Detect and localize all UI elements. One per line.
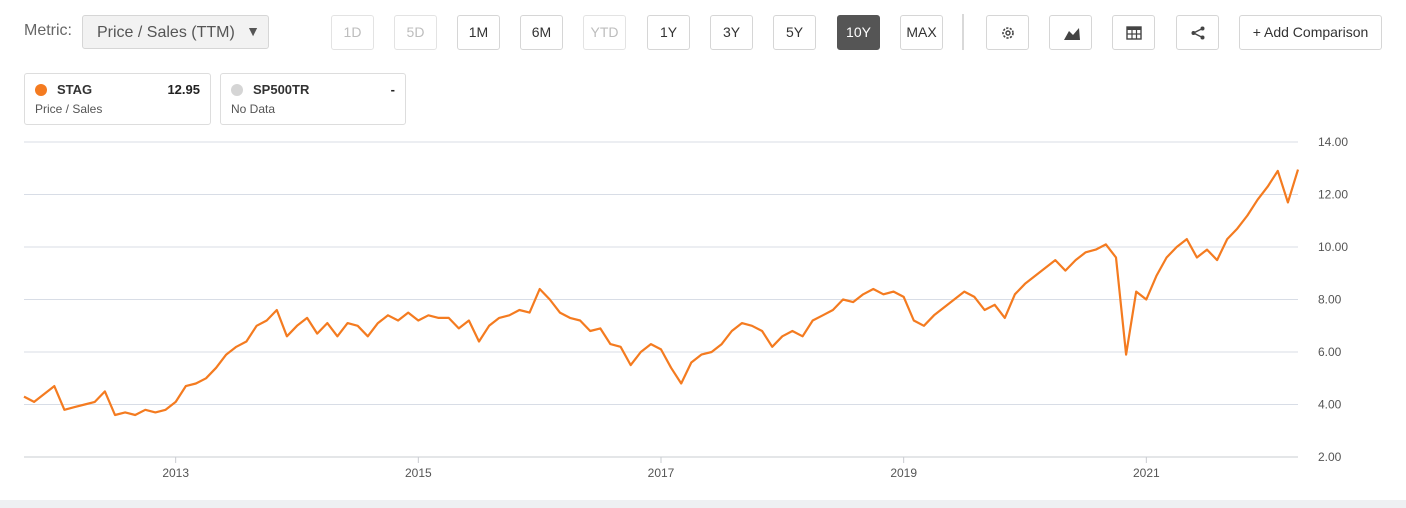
x-tick-label: 2021 (1133, 466, 1160, 480)
x-axis: 2013 2015 2017 2019 2021 (162, 457, 1160, 480)
range-button-1m[interactable]: 1M (457, 15, 500, 50)
metric-select[interactable]: Price / Sales (TTM) ▼ (82, 15, 269, 49)
series-color-dot (35, 84, 47, 96)
legend-series-value: - (390, 82, 395, 97)
chart-series (23, 169, 1300, 417)
toolbar-divider (962, 14, 964, 50)
chevron-down-icon: ▼ (246, 23, 260, 39)
range-button-6m[interactable]: 6M (520, 15, 563, 50)
table-icon (1126, 26, 1142, 40)
share-icon (1191, 26, 1205, 40)
range-button-3y[interactable]: 3Y (710, 15, 753, 50)
metric-select-value: Price / Sales (TTM) (97, 24, 235, 41)
y-axis: 2.00 4.00 6.00 8.00 10.00 12.00 14.00 (1318, 135, 1348, 464)
add-comparison-button[interactable]: + Add Comparison (1239, 15, 1382, 50)
range-button-ytd[interactable]: YTD (583, 15, 626, 50)
range-button-5d[interactable]: 5D (394, 15, 437, 50)
y-tick-label: 4.00 (1318, 398, 1342, 412)
metric-label: Metric: (24, 22, 72, 39)
price-sales-chart: 2.00 4.00 6.00 8.00 10.00 12.00 14.00 2013 2015… (23, 135, 1348, 480)
y-tick-label: 2.00 (1318, 450, 1342, 464)
range-button-max[interactable]: MAX (900, 15, 943, 50)
legend-series-name: STAG (57, 82, 93, 97)
share-button[interactable] (1176, 15, 1219, 50)
y-tick-label: 12.00 (1318, 188, 1348, 202)
legend-card-stag[interactable]: STAG 12.95 Price / Sales (24, 73, 211, 125)
x-tick-label: 2019 (890, 466, 917, 480)
legend-series-name: SP500TR (253, 82, 310, 97)
footer-bar (0, 500, 1406, 508)
range-button-10y[interactable]: 10Y (837, 15, 880, 50)
series-color-dot (231, 84, 243, 96)
x-tick-label: 2015 (405, 466, 432, 480)
legend-series-metric: No Data (231, 102, 276, 116)
y-tick-label: 6.00 (1318, 345, 1342, 359)
table-view-button[interactable] (1112, 15, 1155, 50)
range-button-1d[interactable]: 1D (331, 15, 374, 50)
x-tick-label: 2013 (162, 466, 189, 480)
chart-grid (24, 141, 1298, 458)
y-tick-label: 14.00 (1318, 135, 1348, 149)
y-tick-label: 8.00 (1318, 293, 1342, 307)
series-line-stag (23, 169, 1300, 417)
chart-toolbar: Metric: Price / Sales (TTM) ▼ 1D 5D 1M 6… (0, 0, 1406, 64)
range-button-1y[interactable]: 1Y (647, 15, 690, 50)
y-tick-label: 10.00 (1318, 240, 1348, 254)
chart-type-button[interactable] (1049, 15, 1092, 50)
area-chart-icon (1064, 28, 1080, 40)
legend-series-metric: Price / Sales (35, 102, 103, 116)
settings-button[interactable] (986, 15, 1029, 50)
legend-card-sp500tr[interactable]: SP500TR - No Data (220, 73, 406, 125)
x-tick-label: 2017 (648, 466, 675, 480)
gear-icon (1002, 27, 1014, 39)
range-button-5y[interactable]: 5Y (773, 15, 816, 50)
legend-series-value: 12.95 (167, 82, 200, 97)
